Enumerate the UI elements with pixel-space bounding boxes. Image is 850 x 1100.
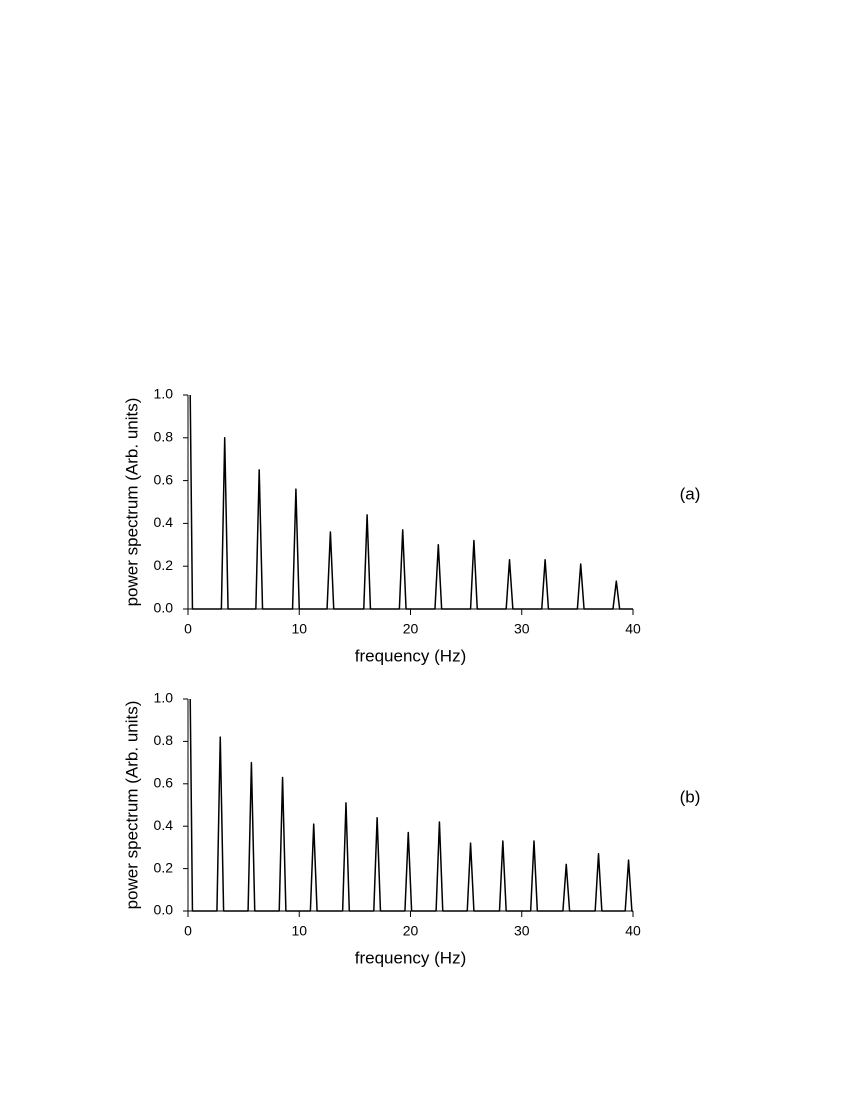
x-axis-label: frequency (Hz) <box>355 646 466 665</box>
x-tick-label: 40 <box>625 621 641 637</box>
y-tick-label: 0.0 <box>154 902 174 918</box>
x-tick-label: 30 <box>514 621 530 637</box>
x-tick-label: 10 <box>291 621 307 637</box>
panel-label: (a) <box>680 484 701 503</box>
y-tick-label: 0.2 <box>154 557 174 573</box>
x-tick-label: 0 <box>184 621 192 637</box>
y-axis-label: power spectrum (Arb. units) <box>122 398 141 607</box>
y-tick-label: 0.6 <box>154 471 174 487</box>
x-axis-label: frequency (Hz) <box>355 948 466 967</box>
x-tick-label: 40 <box>625 923 641 939</box>
y-tick-label: 0.4 <box>154 817 174 833</box>
x-tick-label: 30 <box>514 923 530 939</box>
spectrum-line <box>189 698 633 912</box>
y-tick-label: 0.0 <box>154 600 174 616</box>
x-tick-label: 20 <box>403 621 419 637</box>
y-tick-label: 1.0 <box>154 690 174 706</box>
y-tick-label: 0.2 <box>154 859 174 875</box>
panel-label: (b) <box>680 787 701 806</box>
x-tick-label: 10 <box>291 923 307 939</box>
y-tick-label: 0.8 <box>154 429 174 445</box>
y-tick-label: 1.0 <box>154 386 174 402</box>
x-tick-label: 20 <box>403 923 419 939</box>
x-tick-label: 0 <box>184 923 192 939</box>
y-tick-label: 0.4 <box>154 514 174 530</box>
y-axis-label: power spectrum (Arb. units) <box>122 701 141 910</box>
spectrum-line <box>189 394 633 610</box>
y-tick-label: 0.8 <box>154 732 174 748</box>
y-tick-label: 0.6 <box>154 775 174 791</box>
